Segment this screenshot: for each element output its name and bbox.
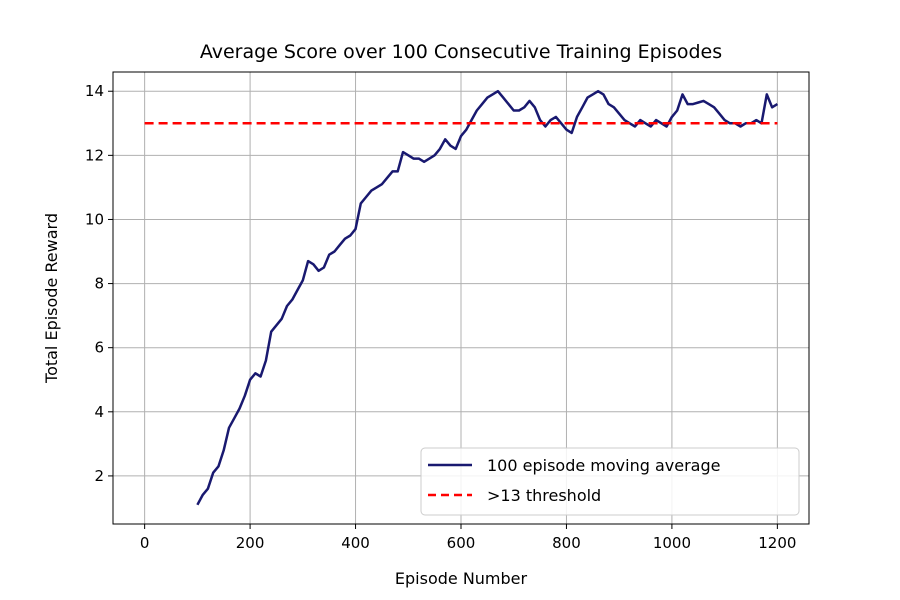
y-axis-label: Total Episode Reward: [42, 213, 61, 384]
y-tick-label: 6: [94, 339, 104, 357]
moving-average-line: [196, 89, 779, 506]
plot-area: [144, 89, 779, 506]
y-tick-label: 12: [85, 146, 104, 164]
chart-title: Average Score over 100 Consecutive Train…: [200, 41, 722, 63]
x-axis-label: Episode Number: [395, 569, 528, 588]
grid: [113, 72, 809, 524]
legend: 100 episode moving average >13 threshold: [420, 447, 800, 516]
y-tick-label: 2: [94, 467, 104, 485]
axis-ticks: 0 200 400 600 800 1000 1200 2 4 6 8 10 12 14: [85, 82, 797, 552]
x-tick-label: 0: [140, 534, 150, 552]
x-tick-label: 800: [552, 534, 581, 552]
y-tick-label: 14: [85, 82, 104, 100]
y-tick-label: 8: [94, 275, 104, 293]
x-tick-label: 600: [447, 534, 476, 552]
legend-label-threshold: >13 threshold: [487, 486, 601, 505]
x-tick-label: 400: [341, 534, 370, 552]
x-tick-label: 200: [236, 534, 265, 552]
legend-label-moving-average: 100 episode moving average: [487, 456, 720, 475]
x-tick-label: 1200: [758, 534, 796, 552]
y-tick-label: 4: [94, 403, 104, 421]
y-tick-label: 10: [85, 210, 104, 228]
legend-box: [420, 447, 800, 516]
x-tick-label: 1000: [653, 534, 691, 552]
